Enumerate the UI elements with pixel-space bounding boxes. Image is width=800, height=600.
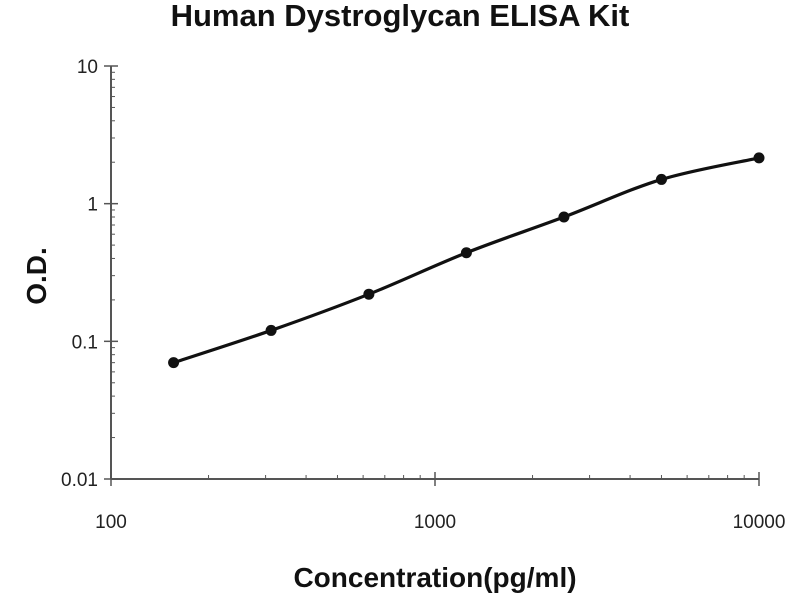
- x-tick-label: 1000: [414, 512, 456, 533]
- data-point: [168, 357, 180, 369]
- data-point: [753, 152, 765, 164]
- y-tick-label: 1: [87, 195, 98, 216]
- plot-area: 0.01 0.1 1 10 100 1000 10000: [61, 57, 785, 533]
- data-point: [265, 324, 277, 336]
- data-point: [655, 173, 667, 185]
- data-point: [558, 211, 570, 223]
- y-tick-label: 10: [77, 57, 98, 78]
- data-point: [460, 247, 472, 259]
- y-axis-ticks: 0.01 0.1 1 10: [61, 57, 118, 491]
- data-point: [363, 288, 375, 300]
- y-tick-label: 0.01: [61, 470, 98, 491]
- series-layer: [168, 152, 765, 369]
- x-axis-ticks: 100 1000 10000: [95, 472, 785, 533]
- y-tick-label: 0.1: [72, 332, 98, 353]
- x-tick-label: 100: [95, 512, 127, 533]
- x-tick-label: 10000: [733, 512, 786, 533]
- y-axis-label: O.D.: [21, 247, 52, 305]
- series-line: [171, 156, 761, 365]
- chart-title: Human Dystroglycan ELISA Kit: [171, 0, 630, 33]
- x-axis-label: Concentration(pg/ml): [293, 562, 576, 593]
